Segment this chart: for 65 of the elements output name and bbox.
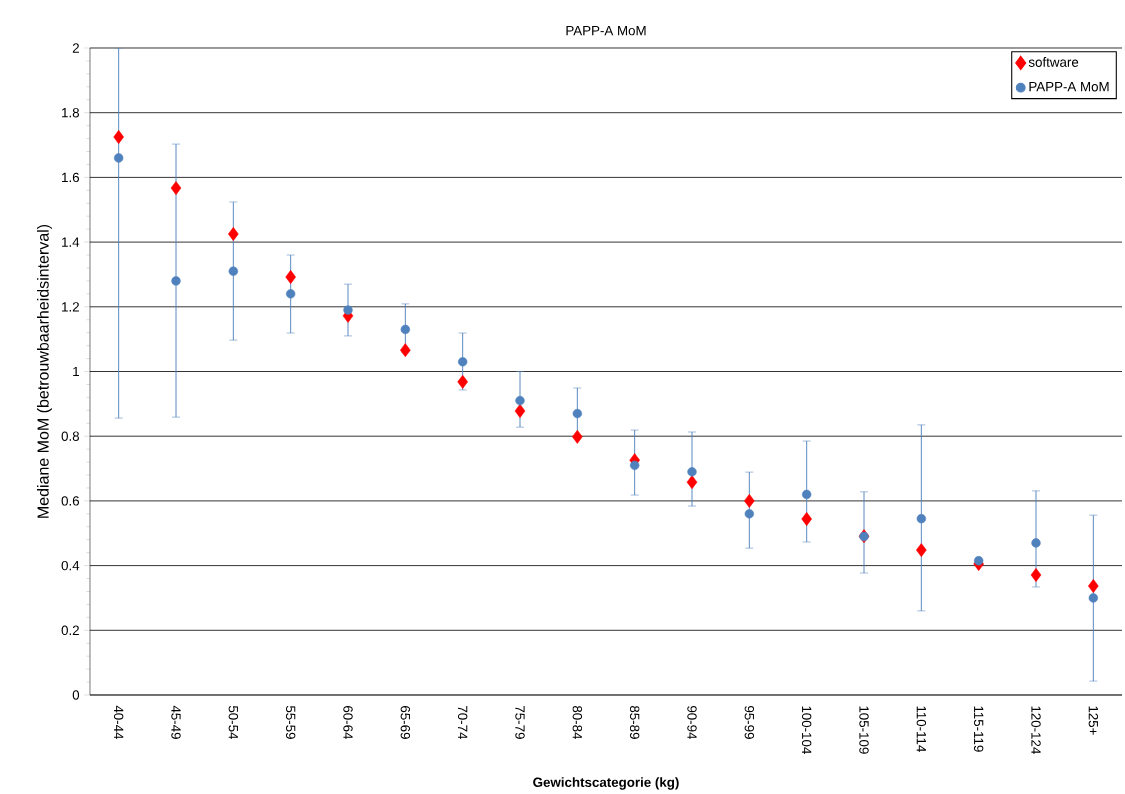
x-tick-label: 105-109 [859,706,869,754]
point [228,227,239,241]
x-tick-label: 110-114 [916,706,927,752]
x-tick-label: 125+ [1088,706,1099,735]
point [744,493,755,508]
x-tick-label: 80-84 [572,705,583,740]
point [285,270,296,284]
point [802,489,812,500]
x-tick-label: 90-94 [687,705,697,740]
legend-label: PAPP-A MoM [1029,82,1109,92]
y-tick-label: 0.2 [61,625,79,635]
point [916,543,927,557]
point [1088,579,1099,593]
chart-title: PAPP-A MoM [566,25,646,36]
point [744,509,755,519]
point [630,460,640,470]
point [458,357,468,367]
point [286,289,296,299]
y-tick-label: 0.8 [61,431,80,441]
point [343,305,353,315]
point [916,513,927,524]
x-tick-label: 40-44 [113,705,124,740]
y-tick-label: 1.4 [62,237,80,247]
point [457,374,468,389]
y-axis-title: Mediane MoM (betrouwbaarheidsinterval) [37,224,52,518]
x-tick-label: 50-54 [228,705,239,740]
x-tick-label: 55-59 [285,705,296,739]
x-tick-label: 85-89 [629,705,640,739]
point [170,181,182,195]
point [801,512,812,526]
y-tick-label: 1.2 [62,302,79,312]
point [514,403,526,418]
x-tick-label: 70-74 [457,706,468,740]
x-tick-label: 65-69 [400,706,411,739]
y-tick-label: 1.8 [62,107,80,118]
x-tick-label: 45-49 [171,705,181,739]
point [400,343,411,358]
y-tick-label: 1 [73,366,79,377]
y-tick-label: 0.4 [61,560,80,571]
point [114,153,124,163]
point [400,324,411,335]
x-axis-title: Gewichtscategorie (kg) [533,777,679,790]
x-tick-label: 120-124 [1031,706,1041,754]
point [572,429,583,444]
point [1031,538,1041,548]
point [228,266,239,276]
point [974,556,984,566]
y-tick-label: 0.6 [61,496,80,506]
point [687,467,697,477]
point [1088,593,1099,603]
y-tick-label: 2 [72,43,79,53]
point [1030,568,1042,582]
x-tick-label: 100-104 [801,706,812,754]
x-tick-label: 75-79 [515,706,525,739]
x-tick-label: 60-64 [343,706,353,740]
y-tick-label: 0 [72,690,80,700]
point [686,475,698,490]
point [572,408,583,419]
legend-label: software [1028,57,1079,67]
x-tick-label: 95-99 [744,705,755,739]
point [515,395,525,406]
x-tick-label: 115-119 [973,706,984,752]
y-tick-label: 1.6 [62,172,80,183]
point [171,276,181,286]
point [113,129,124,144]
